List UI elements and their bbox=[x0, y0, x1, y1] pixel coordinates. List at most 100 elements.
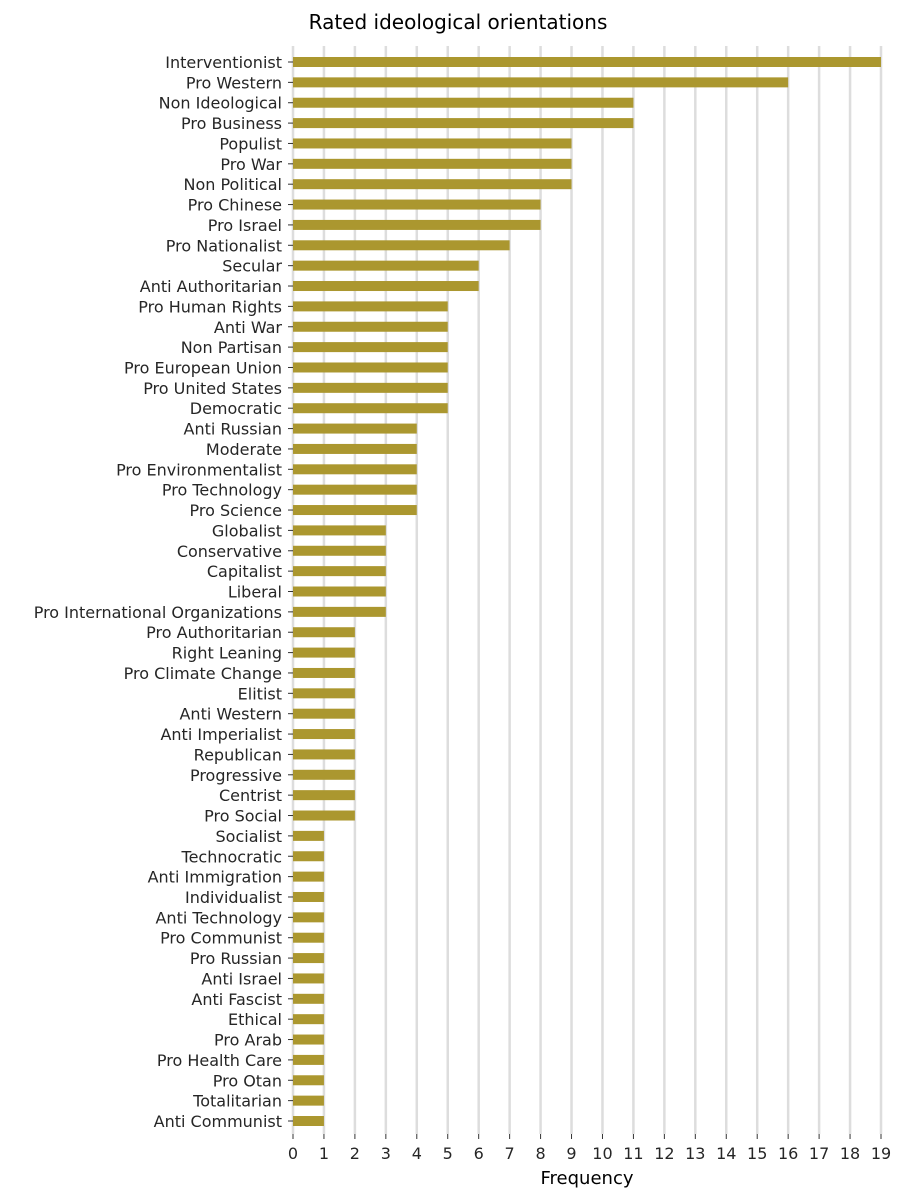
category-label: Totalitarian bbox=[192, 1092, 282, 1111]
x-tick-label: 4 bbox=[412, 1144, 422, 1163]
category-label: Anti Immigration bbox=[148, 868, 282, 887]
bar bbox=[293, 851, 324, 862]
bar bbox=[293, 953, 324, 964]
bar bbox=[293, 505, 417, 516]
category-label: Centrist bbox=[219, 786, 282, 805]
x-tick-label: 16 bbox=[778, 1144, 798, 1163]
category-label: Moderate bbox=[206, 440, 282, 459]
bar bbox=[293, 1014, 324, 1025]
bar bbox=[293, 993, 324, 1004]
bar bbox=[293, 545, 386, 556]
bar bbox=[293, 1034, 324, 1045]
category-label: Globalist bbox=[212, 521, 282, 540]
bar bbox=[293, 1075, 324, 1086]
category-label: Secular bbox=[222, 257, 282, 276]
x-tick-label: 18 bbox=[840, 1144, 860, 1163]
category-label: Ethical bbox=[228, 1010, 282, 1029]
category-label: Anti Imperialist bbox=[160, 725, 282, 744]
category-label: Pro Israel bbox=[208, 216, 282, 235]
x-tick-label: 6 bbox=[474, 1144, 484, 1163]
category-label: Pro Western bbox=[186, 73, 282, 92]
category-label: Anti Communist bbox=[154, 1112, 282, 1131]
category-label: Pro Russian bbox=[190, 949, 282, 968]
bar bbox=[293, 769, 355, 780]
chart-title: Rated ideological orientations bbox=[309, 10, 608, 34]
x-tick-label: 9 bbox=[566, 1144, 576, 1163]
category-label: Pro Environmentalist bbox=[116, 460, 282, 479]
bar bbox=[293, 219, 541, 230]
x-tick-label: 19 bbox=[871, 1144, 891, 1163]
category-label: Interventionist bbox=[165, 53, 282, 72]
category-label: Liberal bbox=[228, 583, 282, 602]
category-label: Pro Communist bbox=[160, 929, 282, 948]
category-label: Elitist bbox=[238, 684, 282, 703]
x-tick-label: 15 bbox=[747, 1144, 767, 1163]
x-tick-label: 7 bbox=[505, 1144, 515, 1163]
bar bbox=[293, 260, 479, 271]
category-label: Socialist bbox=[216, 827, 283, 846]
category-label: Anti Western bbox=[179, 705, 282, 724]
bar bbox=[293, 647, 355, 658]
x-tick-label: 11 bbox=[623, 1144, 643, 1163]
category-label: Progressive bbox=[190, 766, 282, 785]
category-label: Conservative bbox=[177, 542, 282, 561]
x-tick-label: 3 bbox=[381, 1144, 391, 1163]
category-label: Pro Technology bbox=[162, 481, 282, 500]
x-tick-labels: 0 1 2 3 4 5 6 7 8 9 10 11 12 13 14 15 16 17 18 19 bbox=[288, 1134, 891, 1163]
bar bbox=[293, 566, 386, 577]
bar bbox=[293, 932, 324, 943]
bar bbox=[293, 97, 634, 108]
bar bbox=[293, 118, 634, 129]
category-label: Technocratic bbox=[181, 847, 282, 866]
category-label: Pro Human Rights bbox=[138, 297, 282, 316]
bar bbox=[293, 158, 572, 169]
category-label: Pro Social bbox=[204, 807, 282, 826]
bar bbox=[293, 749, 355, 760]
category-label: Non Political bbox=[183, 175, 282, 194]
category-label: Pro Business bbox=[181, 114, 282, 133]
category-label: Pro Science bbox=[190, 501, 283, 520]
bar bbox=[293, 586, 386, 597]
bar bbox=[293, 321, 448, 332]
bar bbox=[293, 830, 324, 841]
bar bbox=[293, 729, 355, 740]
bar bbox=[293, 1054, 324, 1065]
x-tick-label: 14 bbox=[716, 1144, 736, 1163]
category-label: Pro Climate Change bbox=[124, 664, 282, 683]
x-tick-label: 8 bbox=[535, 1144, 545, 1163]
category-label: Non Ideological bbox=[159, 94, 282, 113]
bar bbox=[293, 403, 448, 414]
bar bbox=[293, 464, 417, 475]
category-label: Populist bbox=[219, 134, 282, 153]
bar bbox=[293, 281, 479, 292]
bar bbox=[293, 688, 355, 699]
category-label: Democratic bbox=[190, 399, 282, 418]
category-label: Non Partisan bbox=[181, 338, 282, 357]
bar bbox=[293, 301, 448, 312]
bar bbox=[293, 525, 386, 536]
category-label: Pro United States bbox=[143, 379, 282, 398]
x-tick-label: 5 bbox=[443, 1144, 453, 1163]
bar bbox=[293, 423, 417, 434]
category-label: Pro European Union bbox=[124, 358, 282, 377]
bars bbox=[293, 57, 881, 1126]
x-axis-label: Frequency bbox=[541, 1168, 634, 1189]
category-label: Pro International Organizations bbox=[34, 603, 282, 622]
category-label: Pro Arab bbox=[214, 1031, 282, 1050]
category-label: Pro Nationalist bbox=[166, 236, 282, 255]
x-tick-label: 1 bbox=[319, 1144, 329, 1163]
x-tick-label: 0 bbox=[288, 1144, 298, 1163]
bar bbox=[293, 57, 881, 67]
category-label: Capitalist bbox=[207, 562, 282, 581]
bar bbox=[293, 912, 324, 923]
category-label: Pro Health Care bbox=[157, 1051, 282, 1070]
bar bbox=[293, 891, 324, 902]
x-tick-label: 17 bbox=[809, 1144, 829, 1163]
x-tick-label: 13 bbox=[685, 1144, 705, 1163]
bar bbox=[293, 484, 417, 495]
category-label: Anti War bbox=[214, 318, 282, 337]
category-label: Republican bbox=[194, 745, 282, 764]
